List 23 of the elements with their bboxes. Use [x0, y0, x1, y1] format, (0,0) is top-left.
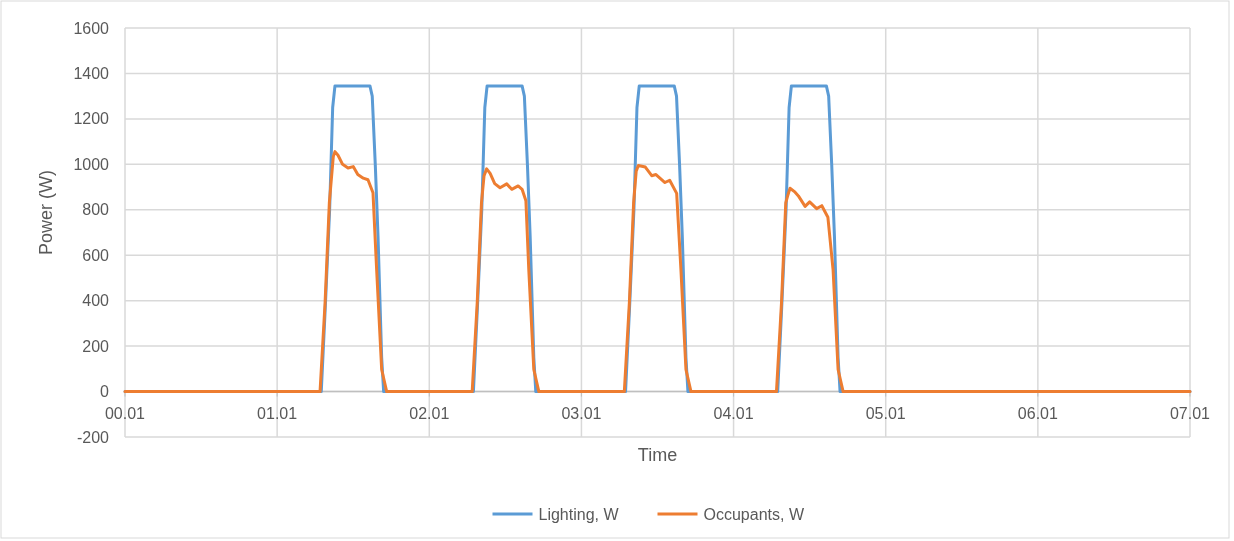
x-tick-label: 04.01 — [713, 404, 754, 422]
y-tick-label: 400 — [82, 292, 110, 310]
x-tick-label: 03.01 — [561, 404, 602, 422]
x-tick-label: 00.01 — [104, 404, 146, 422]
y-tick-label: -200 — [76, 428, 110, 446]
y-axis-title: Power (W) — [36, 170, 56, 255]
x-tick-label: 02.01 — [409, 404, 450, 422]
y-tick-label: 0 — [100, 383, 110, 401]
x-tick-label: 07.01 — [1169, 404, 1211, 422]
line-series — [123, 150, 1192, 394]
y-tick-label: 200 — [82, 337, 110, 355]
x-tick-label: 05.01 — [865, 404, 906, 422]
x-tick-label: 01.01 — [257, 404, 298, 422]
x-tick-label: 06.01 — [1017, 404, 1058, 422]
y-tick-label: 600 — [82, 246, 110, 264]
y-tick-label: 800 — [82, 201, 110, 219]
legend-label: Occupants, W — [703, 505, 805, 523]
legend-label: Lighting, W — [538, 505, 620, 523]
y-tick-label: 1400 — [73, 65, 110, 83]
y-tick-label: 1200 — [73, 110, 110, 128]
y-tick-label: 1000 — [73, 155, 110, 173]
x-axis-title: Time — [637, 445, 678, 465]
y-tick-label: 1600 — [73, 19, 110, 37]
